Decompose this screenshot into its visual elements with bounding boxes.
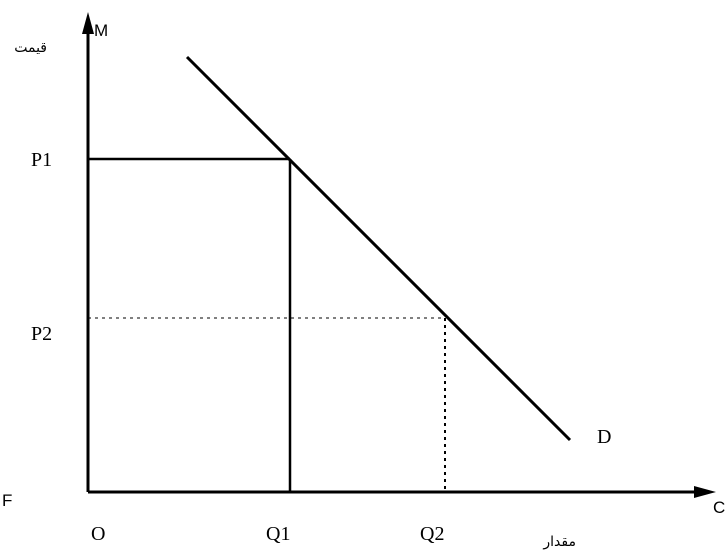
- demand-curve: [185, 55, 572, 442]
- tick-label-p1: P1: [31, 149, 52, 171]
- corner-label-top: M: [94, 21, 108, 40]
- tick-label-q2: Q2: [420, 523, 444, 545]
- tick-label-p2: P2: [31, 323, 52, 345]
- x-axis-title: مقدار: [542, 534, 576, 550]
- y-axis-title: قیمت: [14, 40, 47, 56]
- corner-label-bottom-right: C: [713, 498, 725, 517]
- x-axis-arrow-icon: [694, 486, 716, 498]
- tick-label-q1: Q1: [266, 523, 290, 545]
- demand-curve-label: D: [597, 426, 611, 448]
- y-axis-arrow-icon: [82, 12, 94, 34]
- corner-label-bottom-left: F: [2, 491, 12, 510]
- tick-label-origin: O: [91, 523, 105, 545]
